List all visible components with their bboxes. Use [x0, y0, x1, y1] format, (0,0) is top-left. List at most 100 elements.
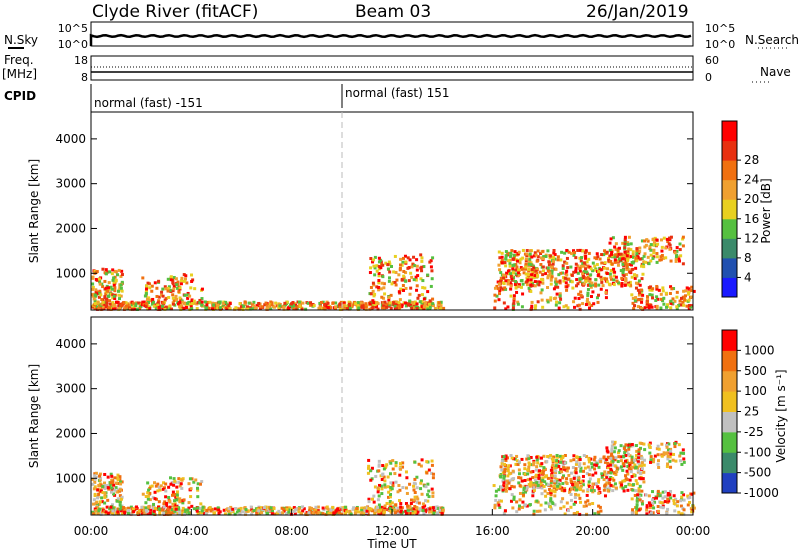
- colorbar-tick-label: 24: [744, 173, 759, 187]
- echo-cell: [130, 307, 134, 311]
- echo-cell: [655, 252, 659, 256]
- echo-cell: [621, 486, 625, 490]
- echo-cell: [98, 500, 102, 504]
- echo-cell: [529, 249, 533, 253]
- echo-cell: [169, 275, 173, 279]
- echo-cell: [545, 474, 549, 478]
- echo-cell: [380, 306, 384, 310]
- echo-cell: [405, 476, 409, 480]
- echo-cell: [611, 456, 615, 460]
- echo-cell: [370, 497, 374, 501]
- echo-cell: [569, 477, 573, 481]
- echo-cell: [623, 257, 627, 261]
- echo-cell: [246, 305, 250, 309]
- echo-cell: [655, 238, 659, 242]
- echo-cell: [427, 495, 431, 499]
- echo-cell: [535, 271, 539, 275]
- echo-cell: [495, 294, 499, 298]
- echo-cell: [576, 271, 580, 275]
- echo-cell: [162, 486, 166, 490]
- echo-cell: [116, 273, 120, 277]
- echo-cell: [675, 295, 679, 299]
- echo-cell: [687, 307, 691, 311]
- echo-cell: [163, 285, 167, 289]
- echo-cell: [645, 504, 649, 508]
- echo-cell: [587, 460, 591, 464]
- echo-cell: [171, 282, 175, 286]
- echo-cell: [622, 274, 626, 278]
- echo-cell: [676, 500, 680, 504]
- echo-cell: [385, 501, 389, 505]
- echo-cell: [512, 485, 516, 489]
- echo-cell: [189, 303, 193, 307]
- echo-cell: [575, 284, 579, 288]
- echo-cell: [373, 303, 377, 307]
- echo-cell: [237, 508, 241, 512]
- echo-cell: [172, 287, 176, 291]
- echo-cell: [359, 512, 363, 516]
- echo-cell: [593, 268, 597, 272]
- echo-cell: [410, 306, 414, 310]
- echo-cell: [393, 254, 397, 258]
- echo-cell: [172, 276, 176, 280]
- echo-cell: [556, 285, 560, 289]
- echo-cell: [660, 253, 664, 257]
- echo-cell: [435, 506, 439, 510]
- echo-cell: [264, 509, 268, 513]
- echo-cell: [680, 462, 684, 466]
- echo-cell: [99, 293, 103, 297]
- echo-cell: [659, 258, 663, 262]
- echo-cell: [324, 305, 328, 309]
- echo-cell: [175, 493, 179, 497]
- echo-cell: [603, 460, 607, 464]
- echo-cell: [588, 302, 592, 306]
- echo-cell: [587, 257, 591, 261]
- echo-cell: [269, 506, 273, 510]
- echo-cell: [620, 282, 624, 286]
- echo-cell: [101, 285, 105, 289]
- echo-cell: [415, 284, 419, 288]
- echo-cell: [442, 306, 446, 310]
- echo-cell: [509, 251, 513, 255]
- echo-cell: [611, 459, 615, 463]
- echo-cell: [635, 249, 639, 253]
- echo-cell: [377, 271, 381, 275]
- echo-cell: [638, 249, 642, 253]
- echo-cell: [676, 255, 680, 259]
- echo-cell: [148, 511, 152, 515]
- echo-cell: [512, 301, 516, 305]
- echo-cell: [381, 263, 385, 267]
- echo-cell: [546, 455, 550, 459]
- echo-cell: [549, 278, 553, 282]
- echo-cell: [499, 465, 503, 469]
- echo-cell: [655, 304, 659, 308]
- echo-cell: [598, 268, 602, 272]
- echo-cell: [229, 509, 233, 513]
- echo-cell: [320, 306, 324, 310]
- echo-cell: [581, 489, 585, 493]
- echo-cell: [106, 307, 110, 311]
- echo-cell: [506, 269, 510, 273]
- echo-cell: [651, 287, 655, 291]
- echo-cell: [112, 512, 116, 516]
- echo-cell: [561, 482, 565, 486]
- echo-cell: [98, 280, 102, 284]
- echo-cell: [661, 286, 665, 290]
- echo-cell: [270, 509, 274, 513]
- echo-cell: [630, 293, 634, 297]
- echo-cell: [423, 504, 427, 508]
- echo-cell: [166, 512, 170, 516]
- echo-cell: [151, 297, 155, 301]
- echo-cell: [404, 286, 408, 290]
- echo-cell: [200, 297, 204, 301]
- echo-cell: [326, 301, 330, 305]
- colorbar-swatch: [722, 238, 737, 259]
- echo-cell: [599, 275, 603, 279]
- echo-cell: [196, 488, 200, 492]
- echo-cell: [144, 509, 148, 513]
- echo-cell: [382, 282, 386, 286]
- echo-cell: [395, 278, 399, 282]
- colorbar-swatch: [722, 160, 737, 181]
- echo-cell: [415, 506, 419, 510]
